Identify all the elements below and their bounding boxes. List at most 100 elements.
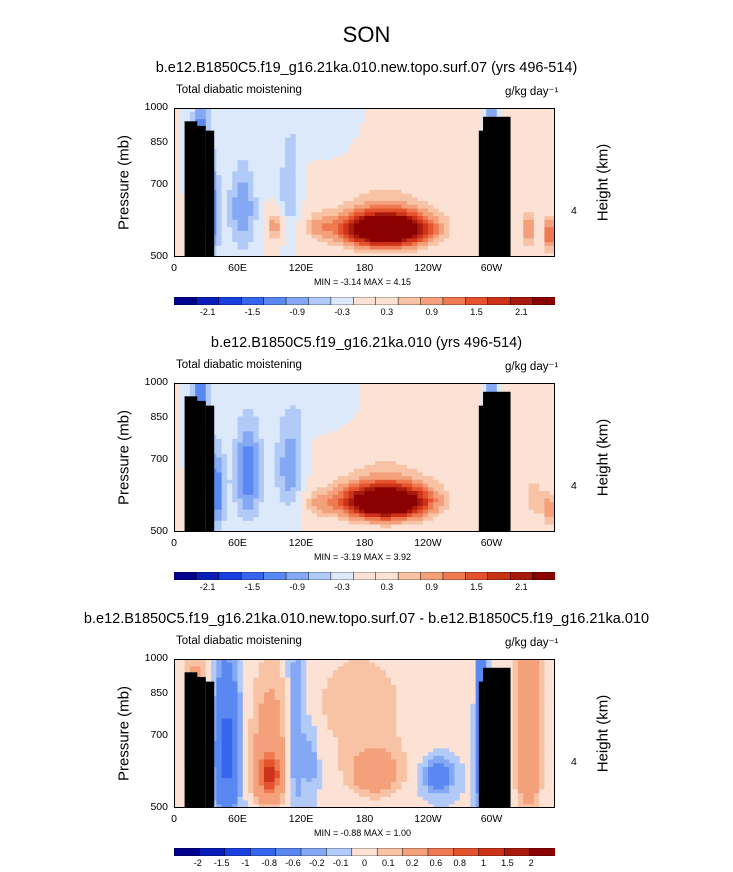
field-cell xyxy=(412,457,419,462)
field-cell xyxy=(322,487,329,492)
field-cell xyxy=(443,182,450,187)
field-cell xyxy=(539,141,546,146)
field-cell xyxy=(327,160,334,165)
field-cell xyxy=(428,412,434,418)
field-cell xyxy=(221,193,228,198)
field-cell xyxy=(248,108,254,113)
field-cell xyxy=(417,234,424,239)
field-cell xyxy=(364,223,371,228)
field-cell xyxy=(544,171,551,176)
field-cell xyxy=(364,108,371,113)
field-cell xyxy=(375,167,381,172)
field-cell xyxy=(189,115,196,120)
field-cell xyxy=(359,253,366,257)
field-cell xyxy=(232,483,239,488)
field-cell xyxy=(211,122,217,128)
field-cell xyxy=(348,126,355,131)
field-cell xyxy=(517,227,524,232)
field-cell xyxy=(353,167,360,172)
field-cell xyxy=(422,115,429,120)
panel-0-ylabel-right: Height (km) xyxy=(594,143,612,221)
field-cell xyxy=(475,212,482,217)
field-cell xyxy=(295,450,302,455)
field-cell xyxy=(470,242,477,247)
field-cell xyxy=(285,212,292,217)
field-cell xyxy=(412,234,419,239)
field-cell xyxy=(517,249,524,254)
field-cell xyxy=(359,137,366,143)
field-cell xyxy=(422,453,429,459)
field-cell xyxy=(359,119,366,124)
field-cell xyxy=(433,208,440,213)
field-cell xyxy=(295,204,302,210)
field-cell xyxy=(348,461,355,466)
field-cell xyxy=(274,219,281,225)
field-cell xyxy=(549,464,555,470)
field-cell xyxy=(533,238,540,243)
field-cell xyxy=(290,163,297,169)
field-cell xyxy=(475,453,482,459)
field-cell xyxy=(332,175,339,180)
field-cell xyxy=(528,476,535,481)
field-cell xyxy=(348,148,355,154)
field-cell xyxy=(385,122,392,128)
field-cell xyxy=(269,442,276,447)
field-cell xyxy=(549,427,555,433)
field-cell xyxy=(443,438,450,444)
field-cell xyxy=(295,401,302,406)
field-cell xyxy=(348,223,355,228)
field-cell xyxy=(174,416,180,421)
field-cell xyxy=(179,431,186,436)
field-cell xyxy=(533,137,540,143)
field-cell xyxy=(179,409,186,414)
field-cell xyxy=(396,412,403,418)
field-cell xyxy=(443,119,450,124)
field-cell xyxy=(211,401,217,406)
field-cell xyxy=(475,178,482,184)
field-cell xyxy=(454,145,461,150)
field-cell xyxy=(343,201,350,206)
field-cell xyxy=(332,420,339,425)
field-cell xyxy=(533,119,540,124)
field-cell xyxy=(343,115,350,120)
field-cell xyxy=(412,383,419,388)
field-cell xyxy=(237,156,244,161)
field-cell xyxy=(353,156,360,161)
field-cell xyxy=(549,134,555,139)
field-cell xyxy=(332,461,339,466)
field-cell xyxy=(364,175,371,180)
field-cell xyxy=(253,160,260,165)
field-cell xyxy=(449,115,456,120)
field-cell xyxy=(258,148,265,154)
field-cell xyxy=(242,175,249,180)
field-cell xyxy=(232,163,239,169)
field-cell xyxy=(517,111,524,117)
field-cell xyxy=(274,461,281,466)
field-cell xyxy=(539,126,546,131)
field-cell xyxy=(459,386,466,392)
field-cell xyxy=(512,122,519,128)
field-cell xyxy=(470,390,477,395)
field-cell xyxy=(332,186,339,191)
field-cell xyxy=(290,201,297,206)
field-cell xyxy=(380,238,387,243)
field-cell xyxy=(248,193,254,198)
field-cell xyxy=(443,253,450,257)
field-cell xyxy=(369,479,376,485)
field-cell xyxy=(443,249,450,254)
field-cell xyxy=(364,219,371,225)
field-cell xyxy=(274,383,281,388)
field-cell xyxy=(306,219,313,225)
field-cell xyxy=(242,431,249,436)
field-cell xyxy=(327,386,334,392)
field-cell xyxy=(438,171,445,176)
field-cell xyxy=(327,442,334,447)
field-cell xyxy=(253,119,260,124)
field-cell xyxy=(449,446,456,451)
field-cell xyxy=(248,234,254,239)
field-cell xyxy=(295,212,302,217)
field-cell xyxy=(443,461,450,466)
field-cell xyxy=(316,182,323,187)
field-cell xyxy=(200,397,207,403)
field-cell xyxy=(433,193,440,198)
